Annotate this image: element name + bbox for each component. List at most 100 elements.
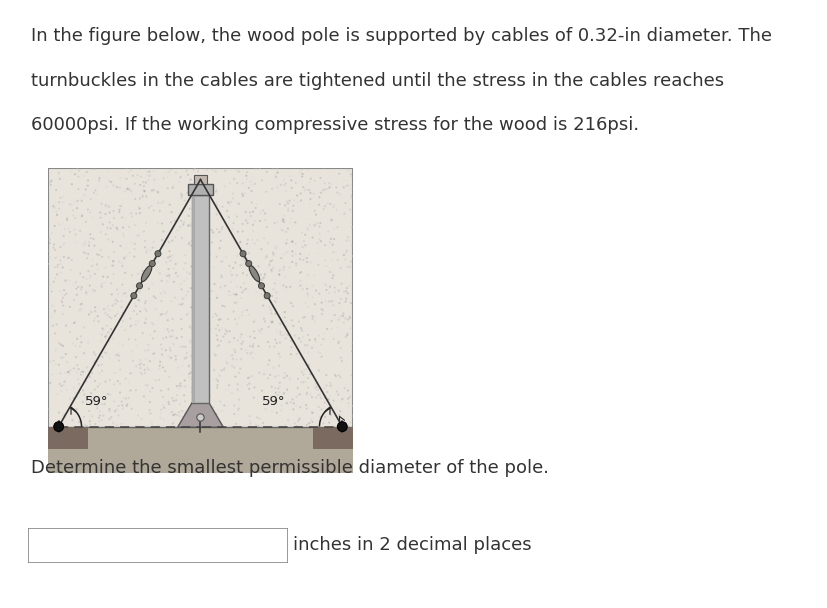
Point — [194, 195, 207, 205]
Point — [134, 453, 147, 463]
Point — [248, 316, 261, 325]
Point — [103, 218, 116, 227]
Point — [144, 246, 157, 255]
Point — [108, 443, 122, 452]
Point — [230, 289, 243, 299]
Point — [226, 224, 239, 233]
Point — [75, 196, 88, 206]
Point — [139, 218, 152, 228]
Point — [181, 170, 194, 179]
Point — [54, 259, 67, 269]
Point — [162, 399, 175, 409]
Point — [224, 197, 237, 207]
Point — [279, 329, 292, 339]
Point — [195, 279, 208, 289]
Point — [68, 225, 81, 235]
Point — [270, 293, 283, 303]
Point — [97, 272, 110, 282]
Point — [225, 389, 238, 398]
Point — [218, 424, 232, 434]
Point — [195, 437, 208, 446]
Point — [256, 176, 269, 185]
Point — [200, 240, 213, 250]
Point — [166, 314, 179, 324]
Point — [285, 237, 299, 246]
Point — [160, 271, 174, 281]
Point — [192, 426, 205, 435]
Point — [192, 375, 205, 384]
Point — [84, 420, 97, 429]
Point — [202, 364, 215, 373]
Point — [300, 446, 313, 456]
Point — [300, 453, 313, 463]
Point — [289, 218, 302, 227]
Point — [167, 410, 180, 420]
Circle shape — [258, 283, 264, 289]
Bar — [313, 427, 352, 449]
Text: 59°: 59° — [84, 395, 108, 408]
Point — [185, 374, 198, 384]
Point — [247, 382, 261, 392]
Point — [56, 293, 69, 303]
Point — [102, 328, 115, 337]
Point — [57, 381, 70, 390]
Point — [159, 366, 172, 376]
Point — [270, 168, 284, 178]
Point — [308, 379, 322, 389]
Point — [299, 440, 313, 450]
Point — [121, 184, 134, 193]
Point — [50, 185, 63, 195]
Point — [115, 322, 128, 331]
Point — [317, 204, 330, 214]
Point — [200, 165, 213, 174]
Point — [175, 299, 189, 309]
Point — [313, 218, 327, 228]
Point — [77, 171, 90, 181]
Point — [146, 320, 160, 330]
Point — [98, 308, 112, 318]
Point — [331, 255, 344, 265]
Point — [45, 176, 58, 185]
Point — [112, 348, 125, 358]
Point — [237, 306, 251, 316]
Point — [318, 297, 332, 306]
Point — [75, 367, 88, 376]
Point — [342, 236, 355, 246]
Point — [329, 182, 342, 192]
Point — [41, 384, 55, 394]
Text: turnbuckles in the cables are tightened until the stress in the cables reaches: turnbuckles in the cables are tightened … — [31, 72, 724, 90]
Point — [67, 393, 80, 403]
Point — [296, 313, 309, 322]
Point — [44, 178, 57, 187]
Point — [56, 309, 69, 319]
Point — [155, 309, 169, 319]
Point — [84, 194, 97, 204]
Point — [302, 427, 315, 437]
Point — [186, 449, 199, 459]
Point — [76, 452, 89, 462]
Point — [262, 260, 275, 269]
Point — [183, 238, 196, 247]
Point — [178, 376, 191, 385]
Point — [124, 165, 137, 175]
Point — [175, 332, 189, 342]
Point — [302, 203, 315, 213]
Point — [327, 422, 340, 432]
Ellipse shape — [141, 265, 151, 282]
Point — [174, 279, 187, 289]
Point — [342, 281, 356, 291]
Point — [288, 338, 301, 348]
Point — [154, 408, 167, 418]
Point — [222, 199, 236, 209]
Point — [291, 449, 304, 458]
Point — [141, 363, 154, 373]
Point — [243, 416, 256, 426]
Point — [184, 302, 198, 312]
Point — [284, 282, 297, 292]
Point — [178, 409, 191, 418]
Point — [327, 234, 340, 244]
Point — [91, 382, 104, 392]
Point — [185, 236, 198, 246]
Point — [337, 308, 350, 318]
Point — [141, 381, 155, 390]
